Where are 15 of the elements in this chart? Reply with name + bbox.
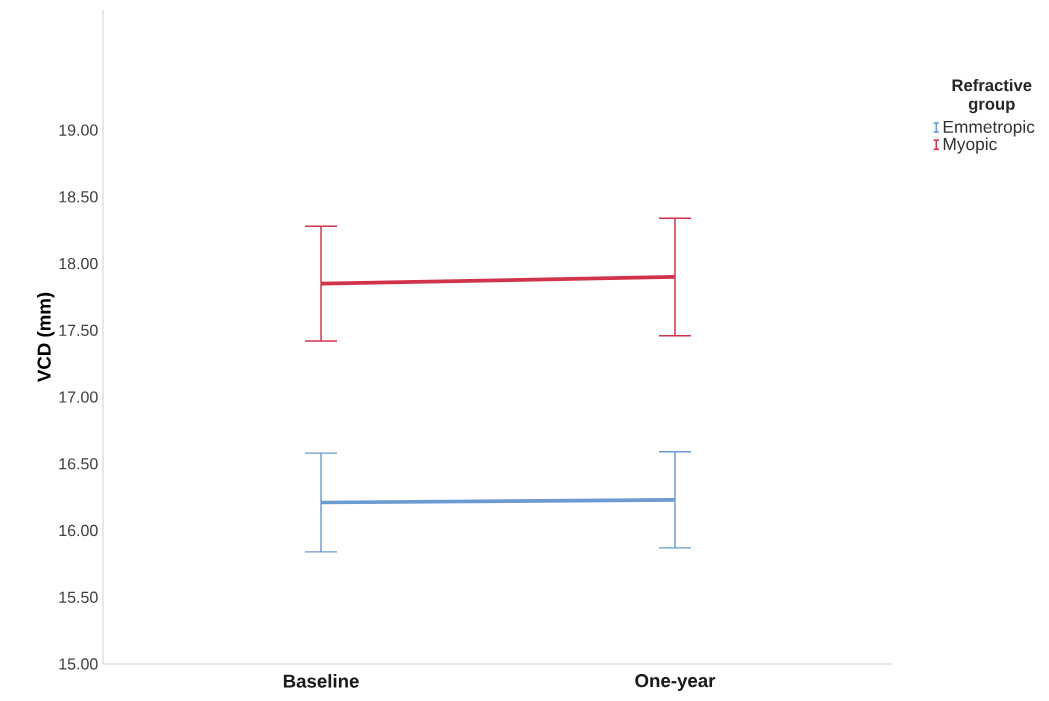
y-tick-label: 19.00 <box>59 124 98 136</box>
y-tick-label: 15.50 <box>59 591 98 603</box>
y-tick-label: 17.00 <box>59 391 98 403</box>
y-tick-label: 18.00 <box>59 257 98 270</box>
x-tick-label: Baseline <box>283 674 359 688</box>
y-tick-label: 17.50 <box>59 324 98 336</box>
y-tick-label: 18.50 <box>59 191 98 203</box>
legend-label: Myopic <box>943 137 997 154</box>
legend-label: Emmetropic <box>943 120 1035 137</box>
y-tick-label: 16.00 <box>59 524 98 537</box>
legend-title: Refractive group <box>952 78 1032 114</box>
y-tick-label: 16.50 <box>59 458 98 470</box>
x-tick-label: One-year <box>635 674 716 691</box>
y-axis-title: VCD (mm) <box>37 292 55 382</box>
y-tick-label: 15.00 <box>59 658 98 670</box>
